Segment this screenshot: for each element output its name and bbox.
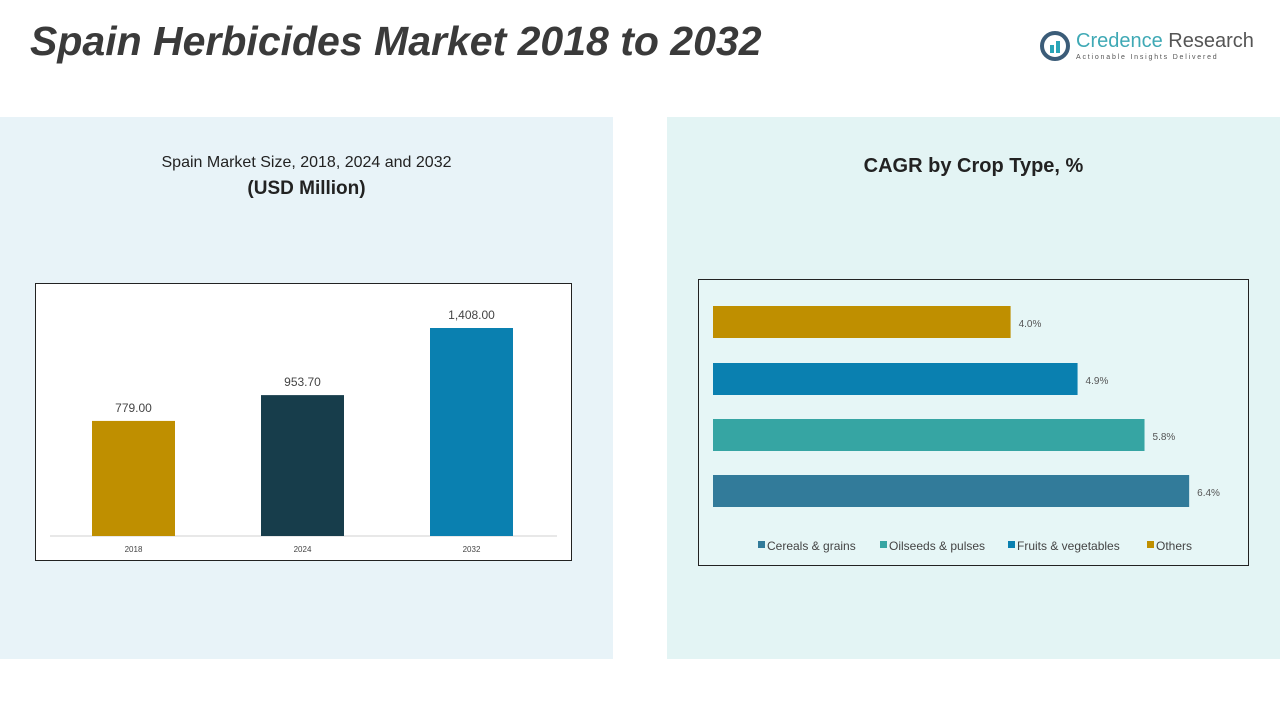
logo-name: Credence [1076, 30, 1163, 52]
bar-oilseeds-pulses [713, 419, 1145, 451]
x-tick-label: 2018 [125, 545, 143, 554]
page-title: Spain Herbicides Market 2018 to 2032 [30, 18, 762, 64]
legend-item: Oilseeds & pulses [889, 539, 985, 553]
bar-2024 [261, 395, 344, 536]
bar-fruits-vegetables [713, 363, 1078, 395]
logo-icon [1040, 30, 1070, 61]
legend-swatch [880, 541, 887, 548]
legend-item: Others [1156, 539, 1192, 553]
legend-item: Cereals & grains [767, 539, 856, 553]
legend-swatch [1147, 541, 1154, 548]
data-label: 779.00 [115, 401, 152, 415]
data-label: 5.8% [1153, 432, 1176, 443]
logo: Credence Research Actionable Insights De… [1040, 30, 1254, 61]
data-label: 4.9% [1086, 376, 1109, 387]
logo-tagline: Actionable Insights Delivered [1076, 54, 1219, 61]
data-label: 4.0% [1019, 319, 1042, 330]
data-label: 6.4% [1197, 488, 1220, 499]
legend-swatch [1008, 541, 1015, 548]
logo-name-b: Research [1162, 30, 1254, 52]
x-tick-label: 2032 [463, 545, 481, 554]
market-chart-title: Spain Market Size, 2018, 2024 and 2032 [161, 154, 452, 171]
x-tick-label: 2024 [294, 545, 312, 554]
cagr-chart-title: CAGR by Crop Type, % [863, 155, 1084, 177]
bar-others [713, 306, 1011, 338]
market-chart-subtitle: (USD Million) [247, 178, 366, 199]
legend-item: Fruits & vegetables [1017, 539, 1120, 553]
data-label: 1,408.00 [448, 308, 495, 322]
legend-swatch [758, 541, 765, 548]
bar-2018 [92, 420, 175, 536]
bar-2032 [430, 328, 513, 536]
bar-cereals-grains [713, 475, 1190, 507]
data-label: 953.70 [284, 375, 321, 389]
